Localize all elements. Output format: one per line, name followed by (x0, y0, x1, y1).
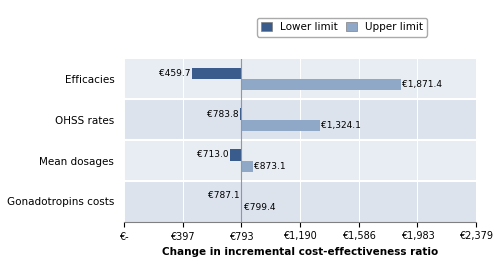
Text: €1,324.1: €1,324.1 (321, 121, 361, 130)
Text: €783.8: €783.8 (207, 110, 239, 119)
Text: €459.7: €459.7 (160, 69, 191, 78)
Text: €713.0: €713.0 (196, 150, 228, 159)
X-axis label: Change in incremental cost-effectiveness ratio: Change in incremental cost-effectiveness… (162, 247, 438, 257)
Text: €873.1: €873.1 (254, 162, 286, 171)
Bar (230, 149, 241, 161)
Bar (240, 109, 242, 120)
Bar (124, 59, 476, 100)
Bar (240, 190, 242, 201)
Bar (124, 140, 476, 181)
Bar (192, 68, 242, 79)
Bar (124, 100, 476, 140)
Bar (124, 181, 476, 222)
Bar (242, 161, 253, 172)
Text: €799.4: €799.4 (244, 202, 275, 212)
Text: €787.1: €787.1 (208, 191, 240, 200)
Bar (242, 120, 320, 131)
Bar (242, 79, 401, 91)
Legend: Lower limit, Upper limit: Lower limit, Upper limit (258, 18, 427, 36)
Text: €1,871.4: €1,871.4 (402, 80, 442, 89)
